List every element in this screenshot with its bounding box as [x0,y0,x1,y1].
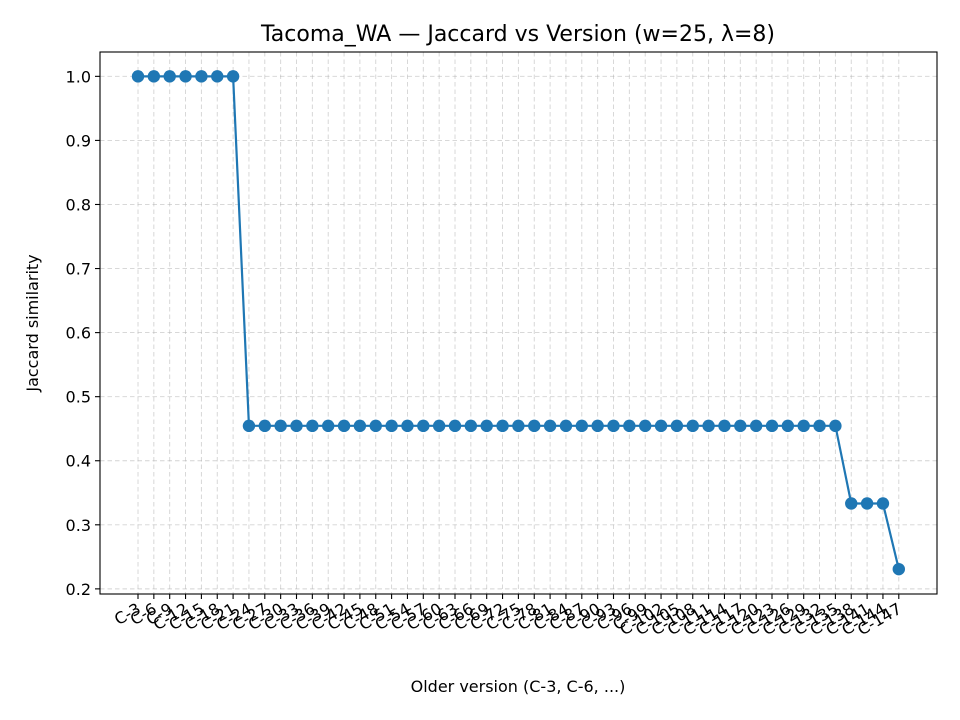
data-point [639,419,652,433]
data-point [432,419,446,433]
y-axis-label: Jaccard similarity [23,254,42,392]
x-axis-label: Older version (C-3, C-6, ...) [411,677,626,696]
data-point [512,419,525,433]
data-point [480,419,493,433]
data-point [211,70,224,83]
data-point [607,419,620,433]
y-tick-label: 0.2 [66,580,91,599]
data-point [591,419,604,433]
data-point [749,419,763,433]
data-point [147,70,161,83]
data-point [226,70,240,83]
y-tick-label: 0.3 [66,516,91,535]
data-point [528,419,541,433]
data-point [242,419,256,433]
data-point [734,419,747,433]
data-point [274,419,287,433]
data-point [892,562,905,576]
data-point [575,419,588,433]
grid [100,52,937,594]
y-tick-label: 0.9 [66,131,91,150]
data-point [401,419,414,433]
data-point [702,419,715,433]
data-point [797,419,810,433]
y-tick-label: 0.4 [66,452,91,471]
data-point [258,419,271,433]
data-point [559,419,573,433]
x-axis: C-3C-6C-9C-12C-15C-18C-21C-24C-27C-30C-3… [111,594,905,639]
data-point [543,419,557,433]
y-tick-label: 0.5 [66,388,91,407]
data-point [369,419,382,433]
data-point [496,419,509,433]
data-point [876,497,890,510]
chart-title: Tacoma_WA — Jaccard vs Version (w=25, λ=… [260,22,775,47]
data-point [765,419,779,433]
data-point [306,419,319,433]
y-tick-label: 0.7 [66,260,91,279]
series-jaccard [131,70,905,576]
data-point [623,419,636,433]
y-axis: 0.2 0.3 0.4 0.5 0.6 0.7 0.8 0.9 1.0 [66,67,100,599]
data-point [718,419,731,433]
data-point [322,419,335,433]
data-point [353,419,367,433]
data-point [654,419,668,433]
data-point [179,70,192,83]
data-point [385,419,398,433]
data-point [464,419,478,433]
data-point [337,419,351,433]
data-point [163,70,176,83]
data-point [290,419,303,433]
y-tick-label: 0.6 [66,324,91,343]
data-point [813,419,826,433]
data-point [417,419,430,433]
y-tick-label: 0.8 [66,195,91,214]
data-point [670,419,684,433]
data-point [845,497,858,510]
data-point [131,70,145,83]
data-point [448,419,462,433]
data-point [686,419,699,433]
y-tick-label: 1.0 [66,67,91,86]
data-point [860,497,874,510]
data-point [195,70,208,83]
data-point [829,419,842,433]
data-point [781,419,795,433]
